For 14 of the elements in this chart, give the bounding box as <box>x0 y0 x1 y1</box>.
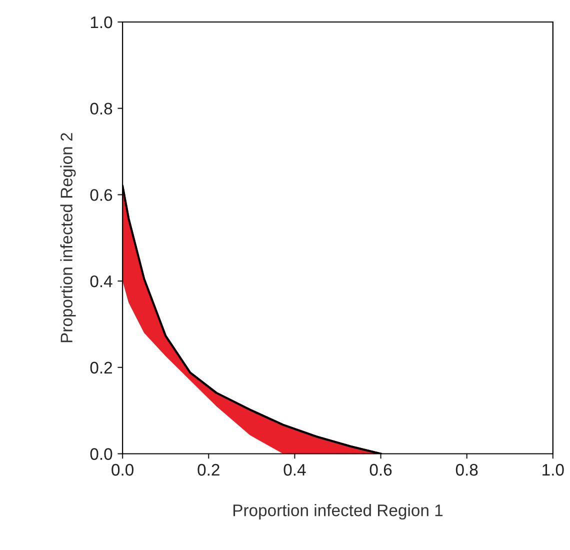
y-tick-label: 1.0 <box>90 16 112 28</box>
y-tick-label: 0.4 <box>90 275 112 288</box>
x-tick-label: 0.4 <box>284 464 306 476</box>
y-tick-label: 0.8 <box>90 102 112 115</box>
y-tick-label: 0.0 <box>90 448 112 460</box>
x-tick-label: 0.6 <box>370 464 392 476</box>
x-tick-label: 0.2 <box>198 464 220 476</box>
x-tick-label: 1.0 <box>542 464 564 476</box>
y-axis-title: Proportion infected Region 2 <box>60 133 76 342</box>
y-tick-label: 0.2 <box>90 362 112 374</box>
x-tick-label: 0.0 <box>112 464 134 476</box>
x-tick-label: 0.8 <box>456 464 478 476</box>
x-axis-title: Proportion infected Region 1 <box>233 504 443 520</box>
y-tick-label: 0.6 <box>90 189 112 201</box>
